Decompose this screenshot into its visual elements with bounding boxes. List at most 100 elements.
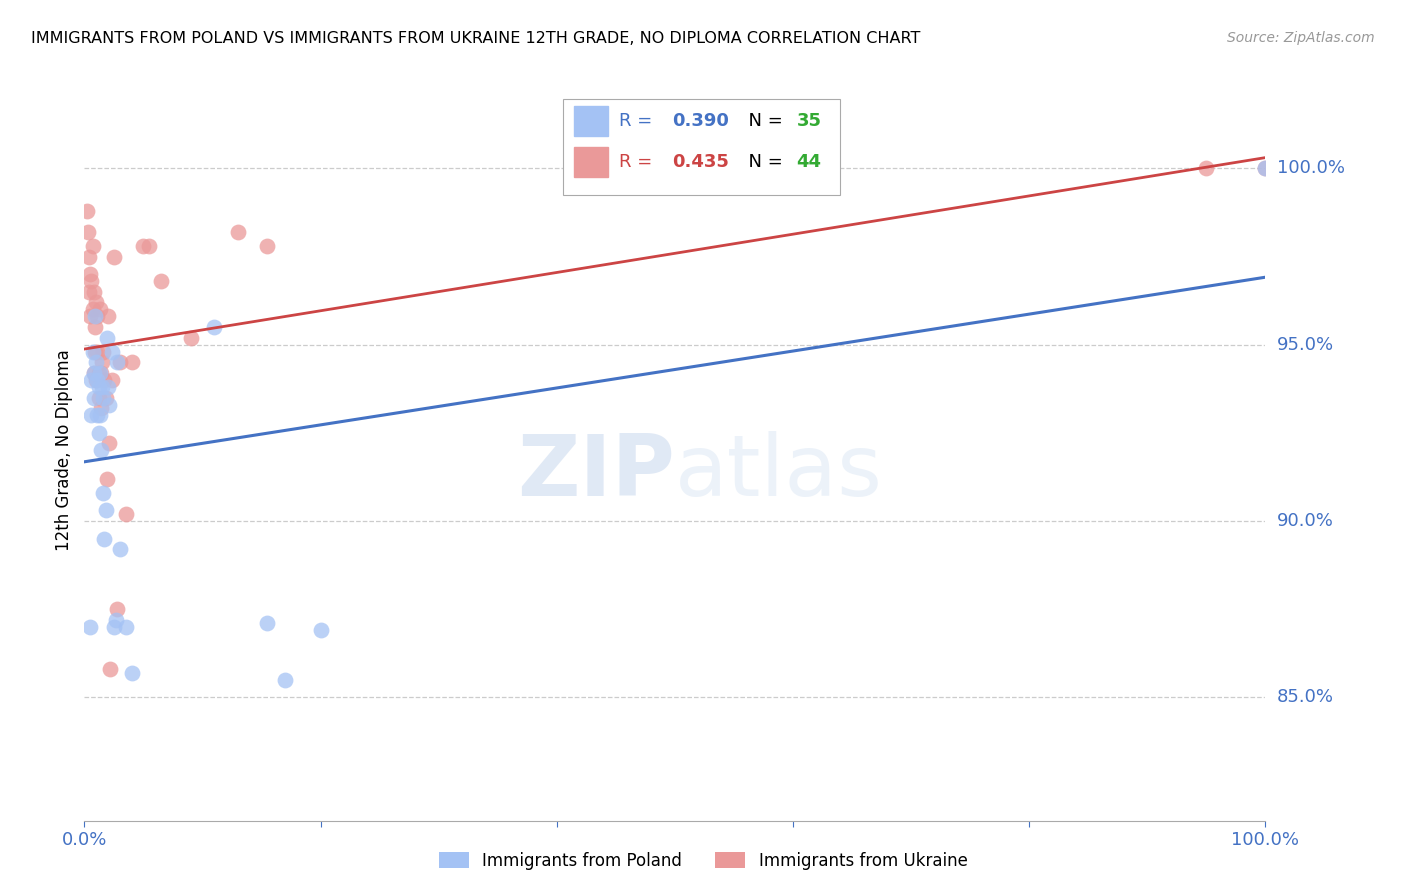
Point <box>87 391 110 405</box>
Point <box>83 366 105 380</box>
Text: Source: ZipAtlas.com: Source: ZipAtlas.com <box>1227 31 1375 45</box>
Point <box>90 443 112 458</box>
Text: 100.0%: 100.0% <box>1277 160 1344 178</box>
Point <box>105 613 128 627</box>
Point <box>87 425 110 440</box>
Point <box>82 239 104 253</box>
Point <box>82 344 104 359</box>
Text: 0.435: 0.435 <box>672 153 730 170</box>
Point <box>77 225 100 239</box>
Point <box>77 285 100 299</box>
Point <box>98 436 121 450</box>
Point <box>98 398 121 412</box>
Point <box>114 507 136 521</box>
Point <box>1254 161 1277 176</box>
Point <box>103 250 125 264</box>
Point <box>89 408 111 422</box>
Point <box>86 408 108 422</box>
Point <box>97 310 120 324</box>
Text: IMMIGRANTS FROM POLAND VS IMMIGRANTS FROM UKRAINE 12TH GRADE, NO DIPLOMA CORRELA: IMMIGRANTS FROM POLAND VS IMMIGRANTS FRO… <box>31 31 921 46</box>
Text: R =: R = <box>620 153 658 170</box>
Point <box>309 624 332 638</box>
Point <box>76 203 98 218</box>
Point <box>121 355 143 369</box>
Point <box>84 373 107 387</box>
Text: 0.390: 0.390 <box>672 112 730 130</box>
Point <box>80 373 103 387</box>
Point <box>91 355 114 369</box>
Text: 44: 44 <box>797 153 821 170</box>
Point <box>84 295 107 310</box>
Point <box>97 380 120 394</box>
Point <box>108 355 131 369</box>
Point <box>256 239 278 253</box>
Point <box>84 320 107 334</box>
Point <box>256 616 278 631</box>
Point <box>96 472 118 486</box>
Point <box>84 344 107 359</box>
Point <box>132 239 155 253</box>
Point <box>79 620 101 634</box>
Point <box>108 542 131 557</box>
Point <box>87 366 110 380</box>
Point <box>93 532 115 546</box>
Point <box>96 331 118 345</box>
Point <box>98 662 121 676</box>
Point <box>84 310 107 324</box>
Point <box>83 366 105 380</box>
Point <box>91 485 114 500</box>
Point <box>87 380 110 394</box>
Bar <box>575 147 607 177</box>
Legend: Immigrants from Poland, Immigrants from Ukraine: Immigrants from Poland, Immigrants from … <box>432 846 974 877</box>
Point <box>150 274 173 288</box>
Point <box>83 391 105 405</box>
Point <box>86 344 108 359</box>
Point <box>274 673 297 687</box>
Point <box>82 302 104 317</box>
Point <box>226 225 249 239</box>
Point <box>91 380 114 394</box>
Point <box>100 373 122 387</box>
Point <box>79 310 101 324</box>
Text: 90.0%: 90.0% <box>1277 512 1333 530</box>
Text: ZIP: ZIP <box>517 431 675 514</box>
Bar <box>575 106 607 136</box>
Text: N =: N = <box>738 112 789 130</box>
Point <box>90 401 112 416</box>
Point <box>180 331 202 345</box>
Text: R =: R = <box>620 112 658 130</box>
Point <box>79 267 101 281</box>
Text: 85.0%: 85.0% <box>1277 689 1333 706</box>
Point <box>80 274 103 288</box>
Text: N =: N = <box>738 153 789 170</box>
Text: atlas: atlas <box>675 431 883 514</box>
Point <box>80 408 103 422</box>
Point <box>84 355 107 369</box>
FancyBboxPatch shape <box>562 99 841 195</box>
Point <box>1195 161 1218 176</box>
Text: 35: 35 <box>797 112 821 130</box>
Point <box>89 302 111 317</box>
Point <box>100 344 122 359</box>
Y-axis label: 12th Grade, No Diploma: 12th Grade, No Diploma <box>55 350 73 551</box>
Point <box>103 620 125 634</box>
Point <box>86 373 108 387</box>
Point <box>91 344 114 359</box>
Point <box>86 310 108 324</box>
Point <box>90 366 112 380</box>
Point <box>1254 161 1277 176</box>
Point <box>77 250 100 264</box>
Point <box>114 620 136 634</box>
Point <box>94 391 117 405</box>
Point <box>121 665 143 680</box>
Point <box>138 239 160 253</box>
Text: 95.0%: 95.0% <box>1277 335 1334 354</box>
Point <box>107 602 129 616</box>
Point <box>94 503 117 517</box>
Point <box>107 355 129 369</box>
Point <box>83 285 105 299</box>
Point <box>89 366 111 380</box>
Point <box>91 391 114 405</box>
Point <box>93 373 115 387</box>
Point <box>202 320 225 334</box>
